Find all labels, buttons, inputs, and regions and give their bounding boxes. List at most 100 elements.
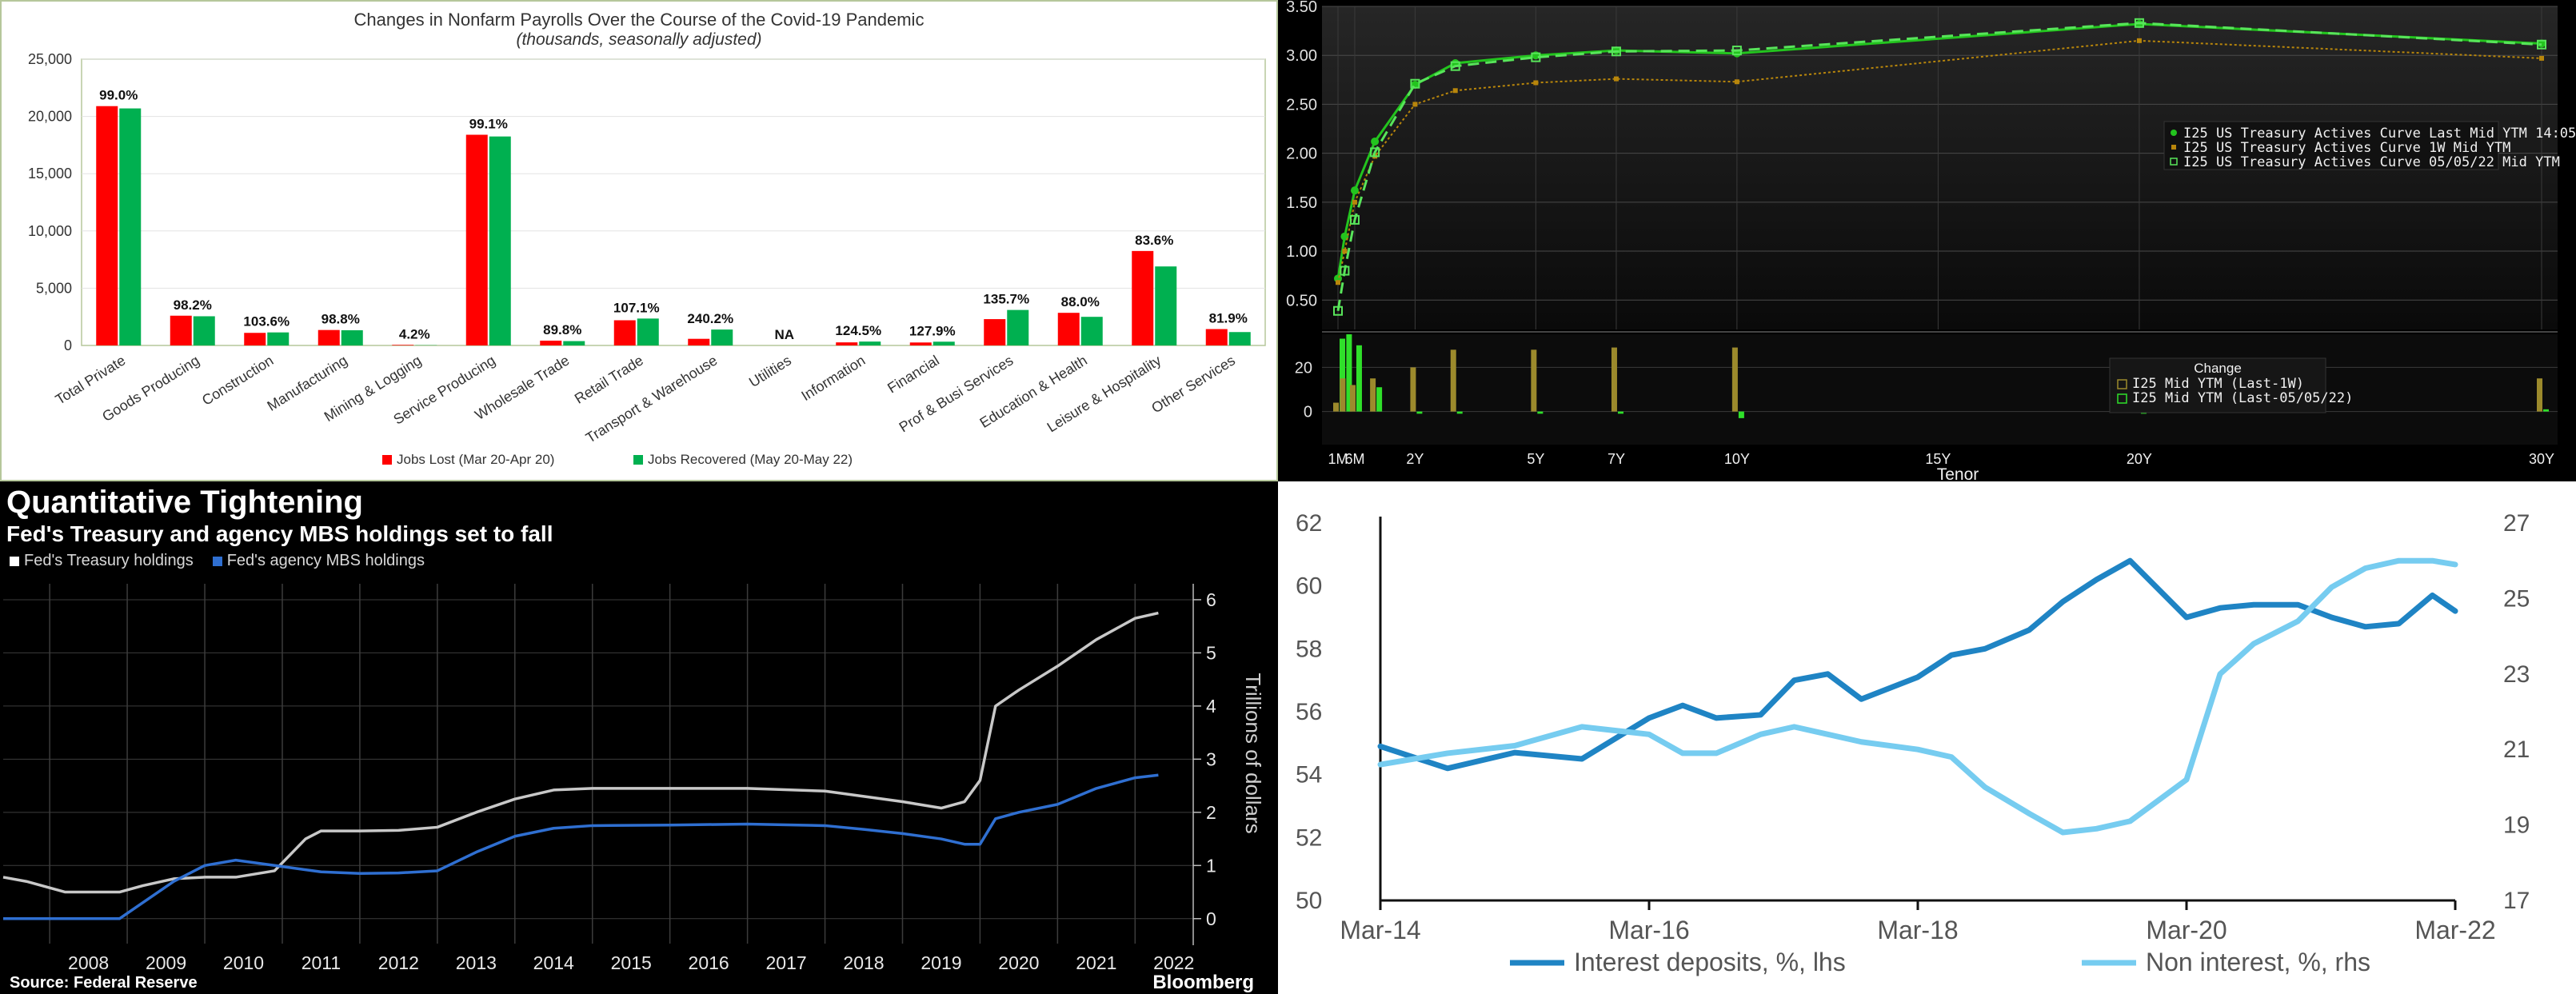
series-point [1611, 46, 1621, 57]
data-label: 81.9% [1209, 311, 1248, 326]
treasury-curve-chart: 0.50 1.00 1.50 2.00 2.50 3.00 3.50 I25 US Treas… [1286, 0, 2576, 481]
series-point [1370, 147, 1380, 158]
legend-marker [2171, 130, 2177, 136]
data-label: 89.8% [543, 322, 581, 337]
right-y-tick-label: 17 [2503, 888, 2530, 914]
bar-jobs-lost [836, 342, 858, 345]
bar-jobs-recovered [1007, 309, 1029, 345]
y-tick-label: 6 [1206, 589, 1216, 610]
bar-jobs-lost [540, 340, 562, 345]
x-tick-label: 6M [1344, 451, 1364, 467]
legend-swatch-lost [382, 455, 392, 465]
change-bar [1346, 334, 1352, 412]
bar-jobs-recovered [119, 108, 142, 346]
change-bar [1356, 345, 1362, 412]
series-point [1410, 78, 1420, 89]
data-label: 83.6% [1135, 233, 1173, 248]
x-tick-label: 2018 [843, 952, 884, 973]
bar-jobs-recovered [1155, 266, 1177, 345]
change-bar [2537, 378, 2542, 412]
x-tick-label: 2014 [533, 952, 574, 973]
series-point [1350, 186, 1359, 195]
data-label: 88.0% [1061, 294, 1100, 309]
legend-swatch-recovered [633, 455, 643, 465]
series-point [1349, 214, 1360, 225]
legend-box [2163, 121, 2499, 170]
bar-jobs-recovered [1080, 317, 1103, 345]
deposits-chart: 50 52 54 56 58 60 62 17 19 21 23 25 27 Mar-14 Mar-16 Ma… [1296, 510, 2530, 976]
y-tick-label: 0 [1206, 908, 1216, 929]
change-legend-label: I25 Mid YTM (Last-1W) [2132, 376, 2304, 392]
change-legend-marker [2117, 393, 2127, 404]
x-tick-label: Utilities [746, 352, 794, 390]
data-label: 103.6% [243, 314, 290, 329]
series-point [2134, 18, 2144, 28]
change-bar [1537, 411, 1544, 414]
y-tick-label: 1 [1206, 855, 1216, 876]
bar-jobs-lost [1057, 313, 1080, 345]
y-tick-label: 20,000 [28, 109, 72, 125]
change-bar [1340, 378, 1346, 412]
x-tick-label: 2013 [456, 952, 497, 973]
y-axis-label: Trillions of dollars [1241, 673, 1265, 833]
legend-label: I25 US Treasury Actives Curve 1W Mid YTM [2183, 140, 2510, 156]
bar-jobs-lost [318, 329, 340, 345]
left-y-tick-label: 62 [1296, 510, 1322, 537]
bar-jobs-recovered [489, 136, 511, 345]
x-tick-label: 2015 [611, 952, 652, 973]
y-tick-label: 4 [1206, 696, 1216, 717]
x-tick-label: 2021 [1076, 952, 1116, 973]
y-tick-label: 2.00 [1286, 146, 1317, 163]
right-y-tick-label: 27 [2503, 510, 2530, 537]
right-y-tick-label: 19 [2503, 812, 2530, 839]
series-line [3, 773, 1159, 920]
x-tick-label: 10Y [1724, 451, 1750, 467]
bar-jobs-recovered [711, 329, 733, 345]
change-y-tick-label: 0 [1304, 404, 1312, 421]
series-point [1340, 265, 1350, 276]
change-bar [1416, 411, 1423, 414]
qt-source: Source: Federal Reserve [10, 974, 198, 992]
legend-label: I25 US Treasury Actives Curve Last Mid Y… [2183, 126, 2576, 142]
right-y-tick-label: 25 [2503, 585, 2530, 612]
change-bar [1450, 349, 1456, 412]
x-tick-label: Mar-16 [1608, 916, 1689, 944]
data-label: 99.0% [99, 88, 138, 103]
legend-label-noninterest: Non interest, %, rhs [2146, 948, 2370, 976]
bar-jobs-lost [984, 319, 1006, 345]
change-bar [1349, 385, 1356, 412]
left-y-tick-label: 58 [1296, 636, 1322, 662]
change-bar [1456, 411, 1463, 414]
x-tick-label: 30Y [2529, 451, 2554, 467]
change-bar [1340, 338, 1345, 412]
x-tick-label: 2020 [998, 952, 1039, 973]
y-tick-label: 3 [1206, 748, 1216, 769]
x-tick-label: 2011 [302, 952, 341, 973]
qt-chart: 2008 2009 2010 2011 2012 2013 2014 2015 2016 2017… [2, 584, 1265, 973]
x-tick-label: 2008 [68, 952, 109, 973]
series-point [2136, 38, 2142, 43]
left-y-tick-label: 54 [1296, 762, 1322, 788]
series-line [1377, 557, 2458, 836]
y-tick-label: 3.50 [1286, 0, 1317, 16]
data-label: 124.5% [835, 323, 881, 338]
y-tick-label: 1.50 [1286, 194, 1317, 212]
change-background [1322, 334, 2558, 445]
bar-jobs-lost [1205, 329, 1228, 345]
change-bar [1731, 347, 1738, 412]
series-point [1731, 46, 1742, 56]
y-tick-label: 1.00 [1286, 243, 1317, 261]
y-tick-label: 0 [64, 337, 72, 353]
left-y-tick-label: 60 [1296, 573, 1322, 600]
x-tick-label: 5Y [1527, 451, 1544, 467]
bar-jobs-recovered [859, 341, 881, 345]
change-bar [1531, 349, 1537, 412]
series-point [1371, 137, 1380, 146]
payrolls-chart: Changes in Nonfarm Payrolls Over the Cou… [28, 10, 1266, 467]
change-bar [1370, 378, 1376, 412]
left-y-tick-label: 52 [1296, 824, 1322, 851]
bar-jobs-recovered [933, 341, 955, 345]
change-bar [1410, 367, 1416, 412]
x-tick-label: 2012 [378, 952, 419, 973]
series-point [1342, 249, 1348, 254]
